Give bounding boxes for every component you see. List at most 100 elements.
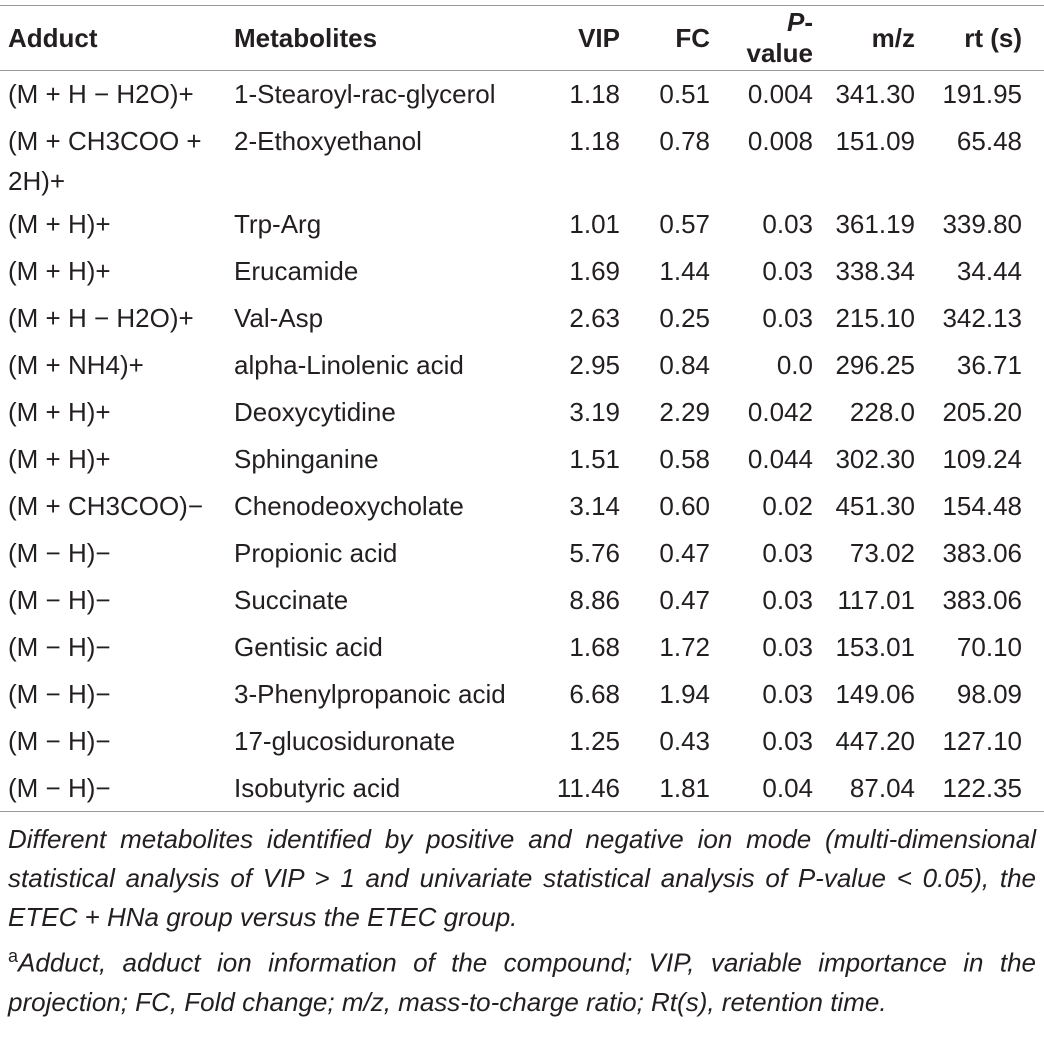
table-cell: 17-glucosiduronate — [234, 725, 456, 756]
table-cell: 70.10 — [956, 631, 1022, 662]
table-cell: 0.47 — [659, 584, 710, 615]
table-cell: 153.01 — [835, 631, 915, 662]
table-row: (M + H)+ Trp-Arg 1.01 0.57 0.03 361.19 339.80 — [0, 201, 1044, 248]
table-cell: alpha-Linolenic acid — [234, 349, 464, 380]
table-cell: (M + H − H2O)+ — [8, 302, 194, 333]
table-body: (M + H − H2O)+ 1-Stearoyl-rac-glycerol 1.1… — [0, 71, 1044, 812]
header-cell: FC — [675, 22, 710, 53]
table-cell: 0.03 — [762, 584, 813, 615]
table-cell: (M − H)− — [8, 584, 111, 615]
table-cell: 0.51 — [659, 79, 710, 109]
table-cell: 0.03 — [762, 208, 813, 239]
table-cell: 1.18 — [569, 125, 620, 156]
table-cell: 3-Phenylpropanoic acid — [234, 678, 506, 709]
table-cell: (M + H)+ — [8, 396, 111, 427]
table-cell: 342.13 — [942, 302, 1022, 333]
data-table: Adduct Metabolites VIP FC P-value m/z rt (s) (… — [0, 5, 1044, 812]
table-cell: 0.008 — [747, 125, 813, 156]
table-cell: 0.02 — [762, 490, 813, 521]
table-cell: 98.09 — [956, 678, 1022, 709]
table-cell: Trp-Arg — [234, 208, 322, 239]
table-cell: (M + CH3COO + 2H)+ — [8, 125, 202, 196]
table-cell: 0.03 — [762, 631, 813, 662]
table-cell: 1.81 — [659, 772, 710, 803]
table-cell: 1.94 — [659, 678, 710, 709]
table-cell: 0.04 — [762, 772, 813, 803]
header-cell: P-value — [716, 6, 819, 71]
table-cell: 0.57 — [659, 208, 710, 239]
table-cell: Erucamide — [234, 255, 359, 286]
table-cell: (M + H)+ — [8, 208, 111, 239]
table-cell: 1.68 — [569, 631, 620, 662]
table-cell: 2.63 — [569, 302, 620, 333]
table-cell: (M − H)− — [8, 678, 111, 709]
table-cell: 1.69 — [569, 255, 620, 286]
table-cell: (M − H)− — [8, 537, 111, 568]
table-cell: 296.25 — [835, 349, 915, 380]
header-cell: m/z — [871, 22, 915, 53]
table-cell: Deoxycytidine — [234, 396, 396, 427]
footnote-marker: a — [8, 946, 19, 966]
table-cell: 228.0 — [849, 396, 915, 427]
table-row: (M + H)+ Erucamide 1.69 1.44 0.03 338.34 34.44 — [0, 248, 1044, 295]
table-cell: 149.06 — [835, 678, 915, 709]
table-cell: 0.60 — [659, 490, 710, 521]
header-cell: rt (s) — [964, 22, 1022, 53]
table-cell: 0.004 — [747, 79, 813, 109]
page: Adduct Metabolites VIP FC P-value m/z rt (s) (… — [0, 5, 1044, 1053]
table-cell: (M + H − H2O)+ — [8, 79, 194, 109]
table-cell: 0.03 — [762, 678, 813, 709]
table-cell: 451.30 — [835, 490, 915, 521]
table-cell: 0.43 — [659, 725, 710, 756]
table-cell: 3.14 — [569, 490, 620, 521]
table-cell: Gentisic acid — [234, 631, 383, 662]
footnote: Different metabolites identified by posi… — [8, 820, 1036, 937]
table-cell: 0.03 — [762, 255, 813, 286]
table-cell: 3.19 — [569, 396, 620, 427]
table-cell: 11.46 — [556, 772, 620, 803]
table-cell: (M − H)− — [8, 725, 111, 756]
table-cell: 361.19 — [835, 208, 915, 239]
table-cell: 383.06 — [942, 584, 1022, 615]
table-cell: 339.80 — [942, 208, 1022, 239]
table-cell: Isobutyric acid — [234, 772, 401, 803]
table-cell: 0.03 — [762, 537, 813, 568]
table-cell: 341.30 — [835, 79, 915, 109]
table-row: (M − H)− Succinate 8.86 0.47 0.03 117.01 383.0… — [0, 577, 1044, 624]
table-row: (M + H)+ Deoxycytidine 3.19 2.29 0.042 228.0 2… — [0, 389, 1044, 436]
table-header: Adduct Metabolites VIP FC P-value m/z rt (s) — [0, 5, 1044, 71]
header-text: -value — [746, 7, 814, 68]
table-cell: (M + NH4)+ — [8, 349, 144, 380]
table-cell: 0.58 — [659, 443, 710, 474]
table-cell: (M + CH3COO)− — [8, 490, 204, 521]
header-cell: VIP — [578, 22, 620, 53]
header-cell: Metabolites — [234, 22, 378, 53]
table-cell: 127.10 — [942, 725, 1022, 756]
table-cell: 0.25 — [659, 302, 710, 333]
table-row: (M − H)− 17-glucosiduronate 1.25 0.43 0.03 44… — [0, 718, 1044, 765]
table-row: (M − H)− 3-Phenylpropanoic acid 6.68 1.94 0.… — [0, 671, 1044, 718]
table-cell: 447.20 — [835, 725, 915, 756]
table-cell: 34.44 — [956, 255, 1022, 286]
table-row: (M − H)− Gentisic acid 1.68 1.72 0.03 153.01 7… — [0, 624, 1044, 671]
table-cell: Val-Asp — [234, 302, 324, 333]
table-row: (M + CH3COO + 2H)+ 2-Ethoxyethanol 1.18 0.7… — [0, 118, 1044, 201]
table-cell: 0.03 — [762, 302, 813, 333]
table-cell: Succinate — [234, 584, 349, 615]
footnote-text: Different metabolites identified by posi… — [8, 824, 1036, 932]
table-cell: 0.03 — [762, 725, 813, 756]
table-row: (M + H)+ Sphinganine 1.51 0.58 0.044 302.30 10… — [0, 436, 1044, 483]
table-cell: 1.18 — [569, 79, 620, 109]
table-cell: 8.86 — [569, 584, 620, 615]
table-cell: 2.95 — [569, 349, 620, 380]
table-cell: Sphinganine — [234, 443, 379, 474]
table-cell: 2-Ethoxyethanol — [234, 125, 422, 156]
table-cell: 0.78 — [659, 125, 710, 156]
footnotes: Different metabolites identified by posi… — [0, 812, 1044, 1022]
header-text: P — [786, 7, 805, 37]
table-cell: 1.72 — [659, 631, 710, 662]
table-cell: 1.01 — [569, 208, 620, 239]
table-row: (M − H)− Isobutyric acid 11.46 1.81 0.04 87.0… — [0, 765, 1044, 812]
table-cell: 122.35 — [942, 772, 1022, 803]
header-cell: Adduct — [8, 22, 98, 53]
